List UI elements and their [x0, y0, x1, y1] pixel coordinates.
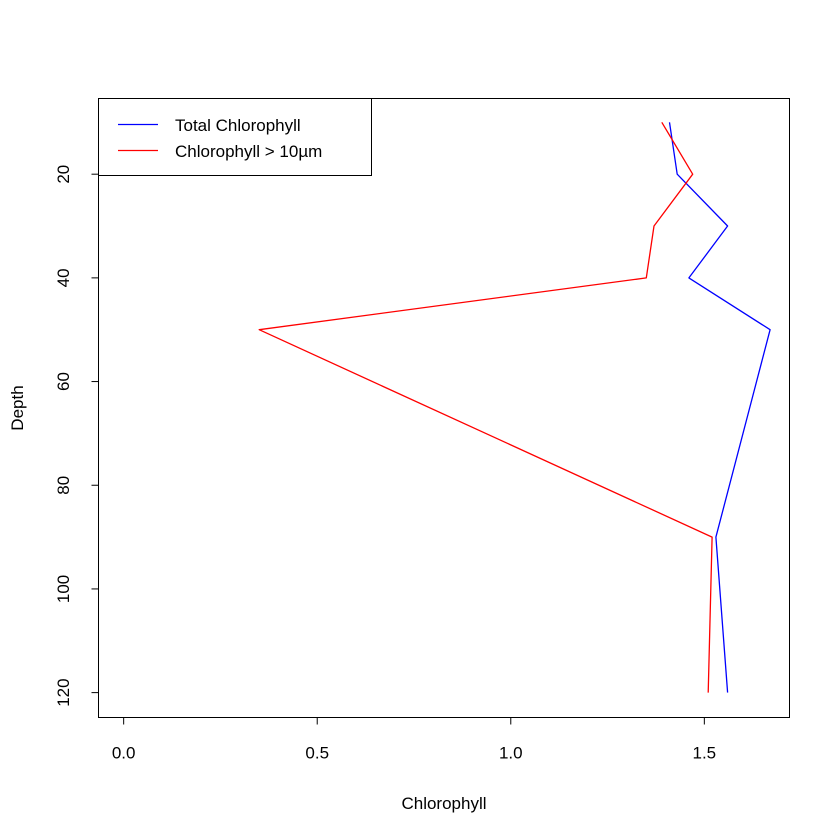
y-tick-label: 100	[54, 575, 73, 603]
x-axis: 0.0 0.5 1.0 1.5	[112, 717, 717, 763]
series-layer	[258, 121, 771, 693]
plot-box	[98, 98, 790, 718]
y-tick-label: 20	[54, 165, 73, 184]
x-tick-label: 0.5	[305, 744, 329, 763]
series-line-chlorophyll-10um	[258, 121, 713, 693]
legend-label-total-chlorophyll: Total Chlorophyll	[175, 116, 301, 135]
y-axis-label: Depth	[8, 385, 27, 430]
y-axis: 20 40 60 80 100 120	[54, 165, 99, 707]
y-tick-label: 80	[54, 476, 73, 495]
legend: Total Chlorophyll Chlorophyll > 10µm	[98, 98, 372, 176]
x-tick-label: 1.0	[499, 744, 523, 763]
legend-box	[98, 98, 372, 176]
x-tick-label: 0.0	[112, 744, 136, 763]
y-tick-label: 40	[54, 268, 73, 287]
x-axis-label: Chlorophyll	[401, 794, 486, 813]
legend-label-chlorophyll-10um: Chlorophyll > 10µm	[175, 142, 322, 161]
y-tick-label: 120	[54, 678, 73, 706]
x-tick-label: 1.5	[693, 744, 717, 763]
series-line-total-chlorophyll	[668, 122, 771, 693]
y-tick-label: 60	[54, 372, 73, 391]
